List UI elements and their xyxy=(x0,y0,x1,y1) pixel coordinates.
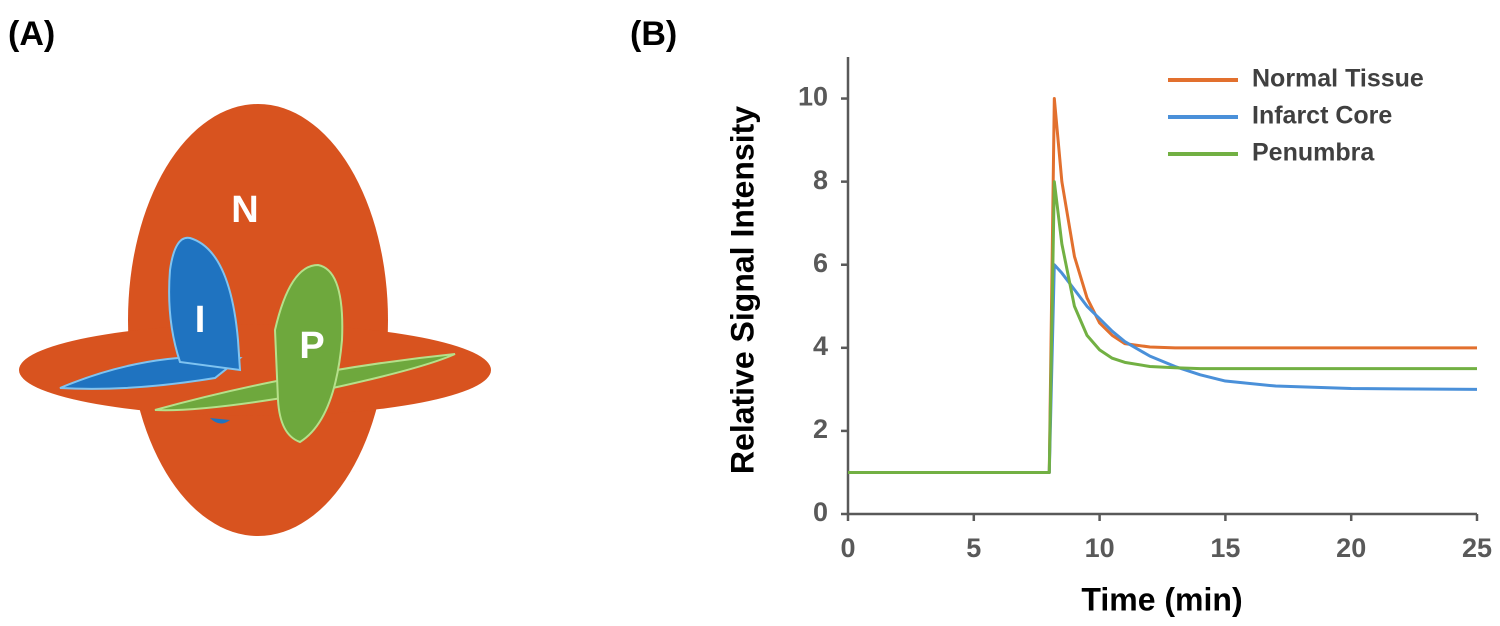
x-tick-label: 20 xyxy=(1336,533,1366,563)
series-line xyxy=(848,97,1477,474)
panel-label: (A) xyxy=(8,15,55,53)
vertical-slice xyxy=(128,104,388,536)
x-axis-title: Time (min) xyxy=(1081,581,1242,617)
y-tick-label: 2 xyxy=(813,414,828,444)
series-line xyxy=(848,180,1477,474)
phantom-diagram: N I P xyxy=(19,104,491,536)
region-label: P xyxy=(299,325,324,367)
region-label: I xyxy=(195,299,206,341)
legend-label: Normal Tissue xyxy=(1252,65,1424,93)
infarct-fragment xyxy=(210,418,230,424)
x-tick-label: 5 xyxy=(966,533,981,563)
y-tick-label: 10 xyxy=(798,82,828,112)
legend-label: Penumbra xyxy=(1252,139,1375,167)
x-tick-label: 25 xyxy=(1462,533,1492,563)
y-tick-label: 6 xyxy=(813,248,828,278)
region-label: N xyxy=(231,189,258,231)
y-tick-label: 0 xyxy=(813,497,828,527)
legend-label: Infarct Core xyxy=(1252,102,1392,130)
panel-label: (B) xyxy=(630,15,677,53)
y-tick-label: 8 xyxy=(813,165,828,195)
horizontal-slice xyxy=(19,324,491,416)
y-tick-label: 4 xyxy=(813,331,828,361)
x-tick-label: 10 xyxy=(1085,533,1115,563)
x-tick-label: 0 xyxy=(840,533,855,563)
series-line xyxy=(848,263,1478,474)
infarct-vertical xyxy=(168,236,242,372)
y-axis-title: Relative Signal Intensity xyxy=(724,106,760,474)
x-tick-label: 15 xyxy=(1210,533,1240,563)
penumbra-vertical xyxy=(273,263,344,444)
